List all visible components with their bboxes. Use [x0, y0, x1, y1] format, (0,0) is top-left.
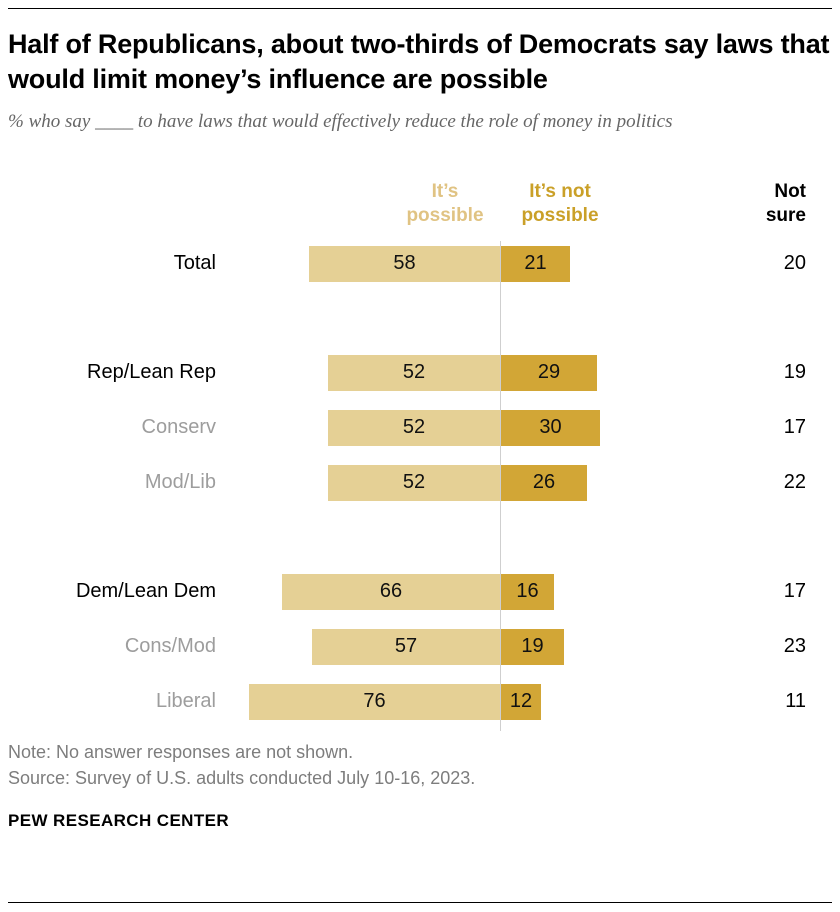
chart-rows: Total 58 21 20 Rep/Lean Rep 52 29 19 Conserv 52 30…	[8, 240, 832, 731]
not-possible-bar: 16	[501, 573, 554, 610]
not-sure-value: 23	[783, 635, 806, 658]
row-label: Mod/Lib	[144, 471, 216, 494]
possible-bar: 58	[309, 245, 500, 282]
possible-bar-zone: 58	[230, 245, 500, 282]
possible-bar-zone: 66	[230, 573, 500, 610]
chart-row: Mod/Lib 52 26 22	[8, 464, 832, 501]
row-label: Conserv	[141, 416, 216, 439]
brand-text: PEW RESEARCH CENTER	[8, 810, 230, 830]
possible-bar-zone: 57	[230, 628, 500, 665]
row-label: Total	[173, 252, 216, 275]
row-label: Dem/Lean Dem	[75, 580, 216, 603]
column-header-possible: It’s possible	[406, 180, 484, 226]
not-possible-bar-zone: 12	[500, 683, 752, 720]
chart-row: Rep/Lean Rep 52 29 19	[8, 354, 832, 391]
possible-bar-zone: 52	[230, 354, 500, 391]
not-possible-bar-zone: 19	[500, 628, 752, 665]
chart-row: Dem/Lean Dem 66 16 17	[8, 573, 832, 610]
row-label: Cons/Mod	[124, 635, 216, 658]
possible-bar-zone: 52	[230, 409, 500, 446]
possible-bar-zone: 52	[230, 464, 500, 501]
possible-bar: 52	[328, 354, 500, 391]
chart: It’s possible It’s not possible Not sure…	[8, 180, 832, 731]
center-divider-line	[500, 240, 501, 731]
chart-row: Conserv 52 30 17	[8, 409, 832, 446]
bottom-rule	[8, 902, 832, 903]
footnotes: Note: No answer responses are not shown.…	[8, 739, 832, 791]
column-headers: It’s possible It’s not possible Not sure	[8, 180, 832, 246]
not-possible-bar-zone: 30	[500, 409, 752, 446]
not-sure-value: 17	[783, 580, 806, 603]
not-possible-bar: 26	[501, 464, 587, 501]
possible-bar: 76	[249, 683, 500, 720]
not-possible-bar-zone: 16	[500, 573, 752, 610]
chart-row: Cons/Mod 57 19 23	[8, 628, 832, 665]
source-text: Source: Survey of U.S. adults conducted …	[8, 767, 476, 788]
possible-bar: 66	[282, 573, 500, 610]
top-rule	[8, 8, 832, 9]
not-sure-value: 22	[783, 471, 806, 494]
possible-bar: 57	[312, 628, 500, 665]
chart-subtitle: % who say ____ to have laws that would e…	[8, 111, 673, 133]
not-possible-bar: 21	[501, 245, 570, 282]
row-label: Rep/Lean Rep	[87, 361, 216, 384]
possible-bar-zone: 76	[230, 683, 500, 720]
not-sure-value: 19	[783, 361, 806, 384]
not-possible-bar-zone: 29	[500, 354, 752, 391]
not-possible-bar: 12	[501, 683, 541, 720]
possible-bar: 52	[328, 409, 500, 446]
not-sure-value: 20	[783, 252, 806, 275]
note-text: Note: No answer responses are not shown.	[8, 741, 354, 762]
not-possible-bar: 30	[501, 409, 600, 446]
chart-row: Liberal 76 12 11	[8, 683, 832, 720]
page-title: Half of Republicans, about two-thirds of…	[8, 29, 830, 95]
chart-row: Total 58 21 20	[8, 245, 832, 282]
column-header-not-possible: It’s not possible	[521, 180, 599, 226]
possible-bar: 52	[328, 464, 500, 501]
not-possible-bar: 29	[501, 354, 597, 391]
not-sure-value: 17	[783, 416, 806, 439]
not-possible-bar-zone: 26	[500, 464, 752, 501]
not-possible-bar-zone: 21	[500, 245, 752, 282]
row-label: Liberal	[155, 690, 216, 713]
not-sure-value: 11	[785, 690, 806, 713]
column-header-not-sure: Not sure	[765, 180, 806, 226]
not-possible-bar: 19	[501, 628, 564, 665]
